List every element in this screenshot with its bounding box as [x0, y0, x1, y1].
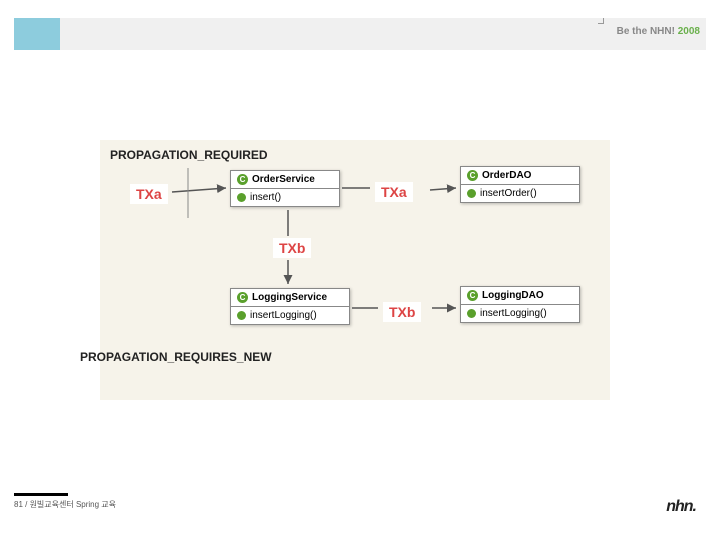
- slogan-text: Be the NHN!: [617, 26, 675, 37]
- class-badge-icon: C: [237, 292, 248, 303]
- class-badge-icon: C: [467, 290, 478, 301]
- uml-logging-dao: C LoggingDAO insertLogging(): [460, 286, 580, 323]
- class-name: OrderService: [252, 174, 315, 185]
- footer-page-info: 81 / 원빌교육센터 Spring 교육: [14, 499, 116, 510]
- label-txb-mid: TXb: [273, 238, 311, 258]
- label-txa-left: TXa: [130, 184, 168, 204]
- slogan-year: 2008: [678, 26, 700, 37]
- class-badge-icon: C: [467, 170, 478, 181]
- header-tick-icon: [598, 18, 604, 24]
- label-propagation-required: PROPAGATION_REQUIRED: [110, 148, 268, 162]
- uml-order-dao: C OrderDAO insertOrder(): [460, 166, 580, 203]
- method-name: insert(): [250, 192, 281, 203]
- class-badge-icon: C: [237, 174, 248, 185]
- method-badge-icon: [237, 193, 246, 202]
- method-badge-icon: [467, 309, 476, 318]
- footer-logo: nhn.: [666, 498, 696, 516]
- method-name: insertLogging(): [250, 310, 317, 321]
- footer-rule: [14, 493, 68, 496]
- method-name: insertOrder(): [480, 188, 537, 199]
- class-name: OrderDAO: [482, 170, 531, 181]
- uml-logging-service: C LoggingService insertLogging(): [230, 288, 350, 325]
- uml-order-service: C OrderService insert(): [230, 170, 340, 207]
- method-name: insertLogging(): [480, 308, 547, 319]
- class-name: LoggingDAO: [482, 290, 544, 301]
- label-propagation-requires-new: PROPAGATION_REQUIRES_NEW: [80, 350, 272, 364]
- class-name: LoggingService: [252, 292, 327, 303]
- header-accent-block: [14, 18, 60, 50]
- method-badge-icon: [237, 311, 246, 320]
- label-txa-right: TXa: [375, 182, 413, 202]
- diagram-canvas: PROPAGATION_REQUIRED TXa C OrderService …: [100, 140, 610, 400]
- method-badge-icon: [467, 189, 476, 198]
- header-slogan: Be the NHN! 2008: [617, 26, 700, 37]
- label-txb-right: TXb: [383, 302, 421, 322]
